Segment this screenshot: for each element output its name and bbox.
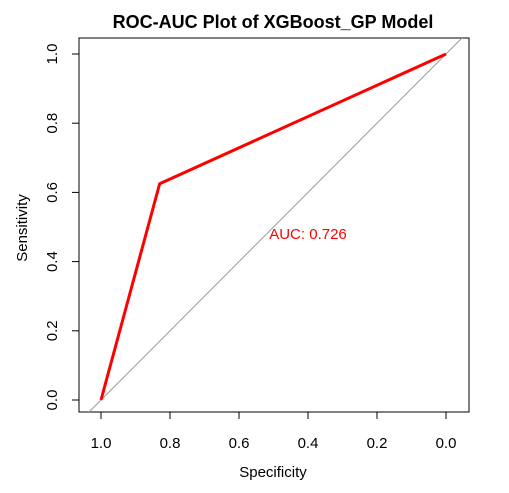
auc-annotation: AUC: 0.726 [269,226,347,243]
y-tick-label: 0.8 [44,113,61,134]
x-tick-label: 1.0 [91,435,112,452]
x-tick-label: 0.4 [298,435,319,452]
y-tick-label: 0.0 [44,390,61,411]
x-axis-label: Specificity [239,464,307,481]
y-tick-label: 0.6 [44,182,61,203]
x-tick-label: 0.8 [160,435,181,452]
y-axis-label: Sensitivity [14,194,31,262]
roc-curve-line [99,52,447,401]
chart-title: ROC-AUC Plot of XGBoost_GP Model [113,12,434,32]
x-tick-label: 0.2 [367,435,388,452]
y-tick-label: 0.2 [44,320,61,341]
x-tick-label: 0.0 [436,435,457,452]
y-tick-label: 0.4 [44,251,61,272]
x-tick-label: 0.6 [229,435,250,452]
reference-diagonal-line [88,38,463,412]
y-tick-label: 1.0 [44,44,61,65]
